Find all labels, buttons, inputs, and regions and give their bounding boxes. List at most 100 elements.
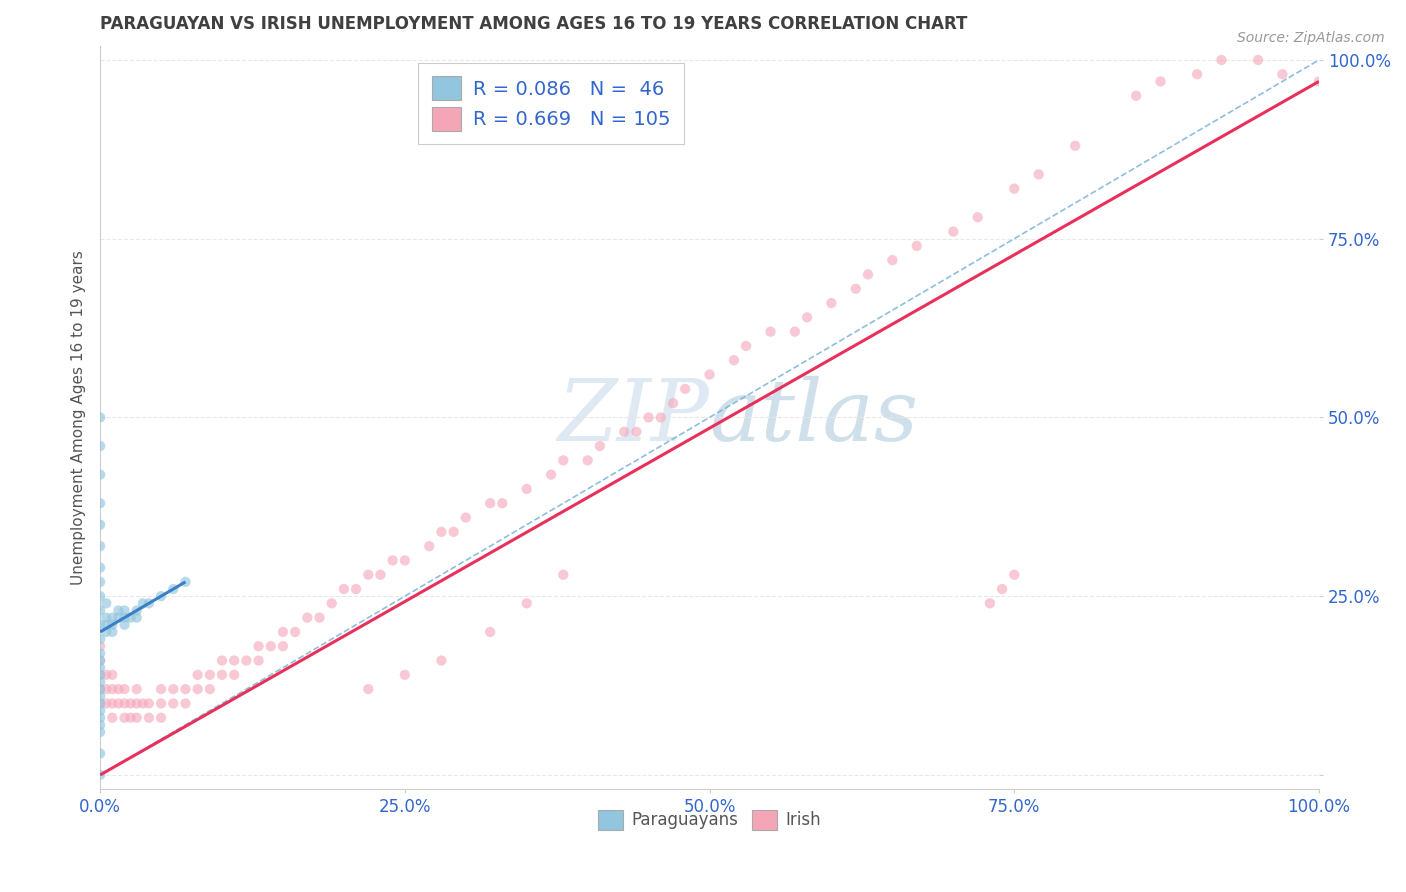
Point [224,654,246,668]
Point [89,654,111,668]
Text: Source: ZipAtlas.com: Source: ZipAtlas.com [1237,31,1385,45]
Point [1211,53,1233,67]
Point [89,639,111,653]
Point [381,553,404,567]
Point [735,339,758,353]
Point [162,582,184,596]
Point [96,668,118,682]
Point [759,325,782,339]
Point [162,682,184,697]
Point [516,596,538,610]
Point [114,697,136,711]
Point [820,296,842,310]
Point [96,596,118,610]
Text: atlas: atlas [710,376,918,458]
Point [1064,138,1087,153]
Point [150,697,173,711]
Point [783,325,806,339]
Point [89,768,111,782]
Point [1247,53,1270,67]
Point [796,310,818,325]
Point [418,539,440,553]
Point [107,697,129,711]
Point [187,682,209,697]
Point [101,711,124,725]
Point [89,574,111,589]
Point [114,711,136,725]
Point [89,661,111,675]
Point [120,610,142,624]
Point [125,603,148,617]
Point [673,382,696,396]
Point [150,589,173,603]
Point [89,747,111,761]
Point [1185,67,1208,81]
Point [89,589,111,603]
Point [211,668,233,682]
Point [96,697,118,711]
Point [174,697,197,711]
Point [89,632,111,646]
Point [553,453,575,467]
Point [247,654,270,668]
Point [308,610,330,624]
Point [357,682,380,697]
Point [430,524,453,539]
Point [150,711,173,725]
Point [357,567,380,582]
Point [89,646,111,660]
Point [370,567,392,582]
Point [162,697,184,711]
Point [120,697,142,711]
Point [344,582,367,596]
Point [132,596,155,610]
Point [89,439,111,453]
Point [125,682,148,697]
Point [394,668,416,682]
Point [174,682,197,697]
Point [101,668,124,682]
Point [89,654,111,668]
Point [491,496,513,510]
Point [89,617,111,632]
Point [96,610,118,624]
Point [125,610,148,624]
Point [198,682,221,697]
Point [96,624,118,639]
Point [845,282,868,296]
Point [89,560,111,574]
Point [114,603,136,617]
Point [479,624,502,639]
Point [321,596,343,610]
Point [96,617,118,632]
Point [224,668,246,682]
Point [454,510,477,524]
Point [101,682,124,697]
Point [1125,88,1147,103]
Point [101,610,124,624]
Point [89,675,111,690]
Point [271,639,294,653]
Point [89,697,111,711]
Point [89,517,111,532]
Point [120,711,142,725]
Point [540,467,562,482]
Point [905,239,928,253]
Point [553,567,575,582]
Point [333,582,356,596]
Point [107,610,129,624]
Text: PARAGUAYAN VS IRISH UNEMPLOYMENT AMONG AGES 16 TO 19 YEARS CORRELATION CHART: PARAGUAYAN VS IRISH UNEMPLOYMENT AMONG A… [100,15,967,33]
Point [260,639,283,653]
Point [89,467,111,482]
Point [662,396,685,410]
Point [394,553,416,567]
Point [89,410,111,425]
Point [1308,74,1330,88]
Point [89,718,111,732]
Point [589,439,612,453]
Point [96,682,118,697]
Point [101,617,124,632]
Point [198,668,221,682]
Point [235,654,257,668]
Point [89,668,111,682]
